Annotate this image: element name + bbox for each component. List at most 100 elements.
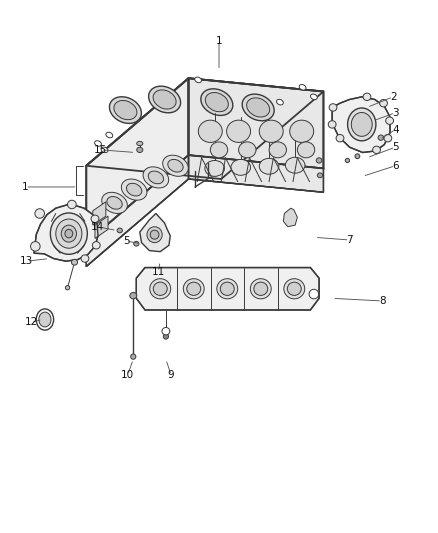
Ellipse shape xyxy=(210,142,228,158)
Ellipse shape xyxy=(269,142,286,158)
Ellipse shape xyxy=(71,260,78,265)
Ellipse shape xyxy=(226,120,251,142)
Ellipse shape xyxy=(148,171,163,184)
Ellipse shape xyxy=(121,179,147,200)
Text: 13: 13 xyxy=(20,256,33,266)
Ellipse shape xyxy=(287,282,301,295)
Text: 11: 11 xyxy=(152,267,165,277)
Text: 4: 4 xyxy=(392,125,399,135)
Ellipse shape xyxy=(373,146,381,154)
Ellipse shape xyxy=(56,219,82,248)
Ellipse shape xyxy=(328,120,336,128)
Ellipse shape xyxy=(107,197,122,209)
Ellipse shape xyxy=(386,117,393,124)
Polygon shape xyxy=(283,208,297,227)
Text: 1: 1 xyxy=(215,36,223,46)
Text: 10: 10 xyxy=(121,370,134,380)
Ellipse shape xyxy=(131,354,136,359)
Ellipse shape xyxy=(205,160,224,176)
Ellipse shape xyxy=(251,279,271,299)
Ellipse shape xyxy=(329,104,337,111)
Ellipse shape xyxy=(102,192,127,213)
Text: 5: 5 xyxy=(392,142,399,152)
Ellipse shape xyxy=(31,241,40,251)
Ellipse shape xyxy=(198,120,222,142)
Polygon shape xyxy=(34,204,98,261)
Ellipse shape xyxy=(153,282,167,295)
Ellipse shape xyxy=(150,279,171,299)
Polygon shape xyxy=(93,202,106,225)
Ellipse shape xyxy=(92,241,100,249)
Ellipse shape xyxy=(65,229,73,238)
Ellipse shape xyxy=(205,93,228,112)
Text: 8: 8 xyxy=(379,296,385,306)
Ellipse shape xyxy=(299,85,306,90)
Ellipse shape xyxy=(91,215,99,222)
Text: 12: 12 xyxy=(25,317,38,327)
Ellipse shape xyxy=(284,279,305,299)
Ellipse shape xyxy=(134,241,139,246)
Ellipse shape xyxy=(67,200,76,209)
Ellipse shape xyxy=(351,112,372,136)
Ellipse shape xyxy=(39,312,51,327)
Polygon shape xyxy=(86,155,188,266)
Ellipse shape xyxy=(150,230,159,239)
Ellipse shape xyxy=(345,158,350,163)
Ellipse shape xyxy=(137,147,143,152)
Ellipse shape xyxy=(239,142,256,158)
Ellipse shape xyxy=(201,89,233,116)
Ellipse shape xyxy=(35,209,45,218)
Ellipse shape xyxy=(384,134,392,142)
Ellipse shape xyxy=(101,147,108,152)
Ellipse shape xyxy=(162,327,170,335)
Ellipse shape xyxy=(247,98,270,117)
Ellipse shape xyxy=(336,134,344,142)
Ellipse shape xyxy=(231,159,251,175)
Text: 7: 7 xyxy=(346,235,353,245)
Ellipse shape xyxy=(195,77,201,83)
Text: 15: 15 xyxy=(94,145,107,155)
Ellipse shape xyxy=(143,167,169,188)
Ellipse shape xyxy=(311,94,317,100)
Ellipse shape xyxy=(130,293,137,299)
Ellipse shape xyxy=(355,154,360,159)
Ellipse shape xyxy=(114,101,137,120)
Ellipse shape xyxy=(348,108,376,141)
Polygon shape xyxy=(332,97,390,152)
Ellipse shape xyxy=(318,173,322,177)
Ellipse shape xyxy=(65,286,70,290)
Ellipse shape xyxy=(286,157,305,173)
Ellipse shape xyxy=(95,141,102,146)
Ellipse shape xyxy=(316,158,322,163)
Ellipse shape xyxy=(168,159,183,172)
Ellipse shape xyxy=(378,135,384,140)
Ellipse shape xyxy=(187,282,201,295)
Text: 9: 9 xyxy=(168,370,174,380)
Ellipse shape xyxy=(254,282,268,295)
Polygon shape xyxy=(188,155,323,192)
Ellipse shape xyxy=(276,99,283,105)
Polygon shape xyxy=(86,78,323,179)
Ellipse shape xyxy=(137,141,143,146)
Polygon shape xyxy=(188,78,323,168)
Ellipse shape xyxy=(259,158,279,174)
Ellipse shape xyxy=(81,255,89,262)
Text: 3: 3 xyxy=(392,108,399,118)
Ellipse shape xyxy=(259,120,283,142)
Polygon shape xyxy=(140,214,170,252)
Text: 14: 14 xyxy=(91,222,104,232)
Text: 6: 6 xyxy=(392,161,399,171)
Ellipse shape xyxy=(148,86,180,113)
Text: 1: 1 xyxy=(22,182,28,192)
Ellipse shape xyxy=(127,183,142,196)
Ellipse shape xyxy=(106,132,113,138)
Ellipse shape xyxy=(110,97,141,124)
Ellipse shape xyxy=(242,94,274,121)
Ellipse shape xyxy=(363,93,371,101)
Text: 5: 5 xyxy=(123,236,130,246)
Polygon shape xyxy=(95,216,108,238)
Ellipse shape xyxy=(184,279,204,299)
Ellipse shape xyxy=(380,100,388,107)
Ellipse shape xyxy=(117,228,122,233)
Ellipse shape xyxy=(50,213,87,254)
